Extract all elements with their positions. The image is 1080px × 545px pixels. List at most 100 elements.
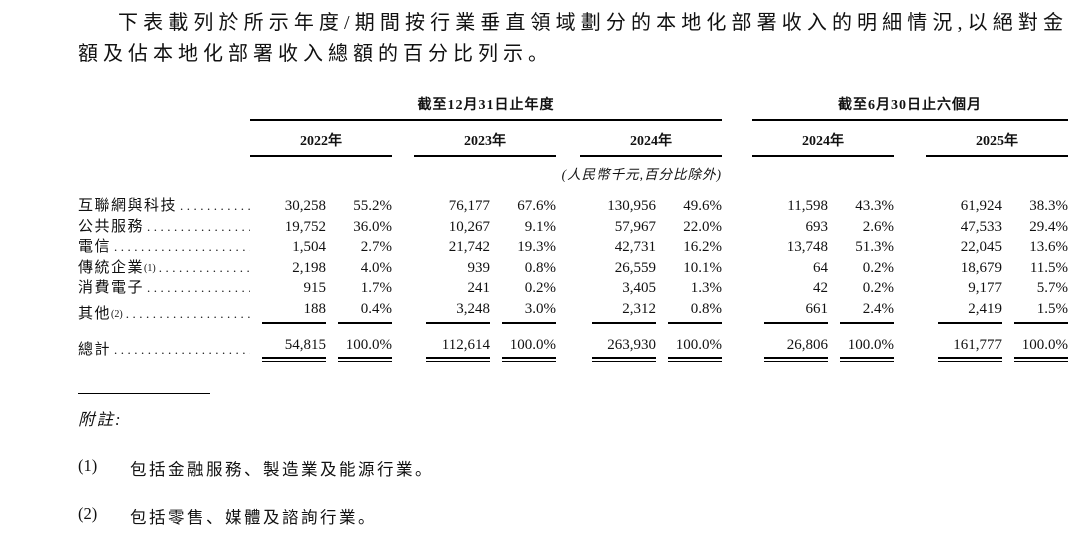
cell-amount: 13,748 [786,239,828,255]
note-ref-sup: (1) [144,262,156,274]
column-gap [894,237,926,258]
column-gap [556,299,580,325]
dot-leader [144,217,250,238]
dot-leader [111,237,250,258]
cell-percent: 51.3% [855,239,894,255]
table-row: 電信 1,504 2.7% 21,742 19.3% 42,731 16.2% … [78,237,1068,258]
table-row: 傳統企業(1) 2,198 4.0% 939 0.8% 26,559 10.1%… [78,258,1068,279]
column-gap [556,278,580,299]
year-gap [392,120,414,156]
cell-amount: 54,815 [250,324,326,362]
cell-percent: 0.4% [326,299,392,324]
cell-amount: 64 [813,259,828,276]
unit-note-row: (人民幣千元,百分比除外) [78,156,1068,196]
notes-title: 附註: [78,410,123,429]
table-row: 互聯網與科技 30,258 55.2% 76,177 67.6% 130,956… [78,196,1068,217]
year-gap [556,120,580,156]
cell-percent: 0.2% [862,259,894,276]
cell-amount: 3,248 [414,299,490,324]
row-label-cell: 其他 (2) [78,299,250,325]
row-label: 電信 [78,239,112,255]
intro-paragraph: 下表載列於所示年度/期間按行業垂直領域劃分的本地化部署收入的明細情況,以絕對金額… [78,12,1068,65]
year-header-2022: 2022年 [250,120,392,157]
cell-percent: 0.2% [862,280,894,296]
column-gap [556,237,580,258]
cell-amount: 241 [467,280,491,296]
column-gap [722,324,752,359]
document-page: 下表載列於所示年度/期間按行業垂直領域劃分的本地化部署收入的明細情況,以絕對金額… [0,0,1080,528]
cell-amount: 26,806 [752,324,828,362]
group-header-interim: 截至6月30日止六個月 [752,94,1069,121]
column-gap [722,299,752,325]
table-row: 公共服務 19,752 36.0% 10,267 9.1% 57,967 22.… [78,217,1068,238]
note-text: 包括零售、媒體及諮詢行業。 [130,508,377,527]
table-row: 其他(2) 188 0.4% 3,248 3.0% 2,312 0.8% 661… [78,299,1069,325]
column-gap [392,237,414,258]
cell-amount: 3,405 [622,280,656,296]
column-gap [894,217,926,238]
cell-amount: 2,198 [292,259,326,276]
row-label-cell: 電信 [78,237,250,258]
column-gap [556,258,580,279]
row-label-cell: 互聯網與科技 [78,196,250,217]
cell-percent: 13.6% [1029,239,1069,255]
year-gap [894,120,926,156]
notes-section: 附註: (1) 包括金融服務、製造業及能源行業。 (2) 包括零售、媒體及諮詢行… [78,393,1068,528]
cell-amount: 26,559 [614,259,656,276]
cell-amount: 11,598 [787,198,828,214]
row-label-cell: 傳統企業 (1) [78,258,250,279]
cell-amount: 693 [805,218,829,235]
cell-percent: 2.4% [828,299,894,324]
row-label: 傳統企業 [78,259,145,276]
note-number: (1) [78,456,98,475]
cell-amount: 188 [250,299,326,324]
cell-percent: 100.0% [656,324,722,362]
cell-amount: 42 [813,280,828,296]
column-gap [722,258,752,279]
dot-leader [177,196,250,217]
cell-percent: 22.0% [683,218,722,235]
note-item: (1) 包括金融服務、製造業及能源行業。 [78,456,1068,480]
column-gap [556,196,580,217]
note-item: (2) 包括零售、媒體及諮詢行業。 [78,504,1068,528]
column-gap [392,278,414,299]
column-gap [894,299,926,325]
cell-percent: 0.8% [656,299,722,324]
cell-percent: 2.7% [360,239,392,255]
note-text: 包括金融服務、製造業及能源行業。 [130,460,434,479]
cell-amount: 22,045 [960,239,1002,255]
column-gap [392,217,414,238]
cell-percent: 3.0% [490,299,556,324]
cell-percent: 55.2% [353,198,392,214]
column-gap [392,258,414,279]
cell-percent: 1.7% [360,280,392,296]
cell-amount: 915 [303,280,327,296]
empty-cell [752,156,1068,196]
row-label: 互聯網與科技 [78,198,178,214]
total-label: 總計 [78,342,112,358]
cell-percent: 38.3% [1029,198,1069,214]
cell-amount: 9,177 [968,280,1002,296]
total-row: 總計 54,815 100.0% 112,614 100.0% 263,930 … [78,324,1069,362]
cell-amount: 939 [467,259,491,276]
cell-percent: 100.0% [1002,324,1069,362]
year-header-2023: 2023年 [414,120,556,157]
cell-amount: 112,614 [414,324,490,362]
cell-amount: 130,956 [607,198,656,214]
revenue-table: 截至12月31日止年度 截至6月30日止六個月 2022年 2023年 2024… [78,94,1069,362]
empty-cell [78,120,250,156]
column-gap [894,196,926,217]
cell-percent: 49.6% [683,198,722,214]
note-ref-sup: (2) [111,308,123,320]
column-gap [894,324,926,359]
column-gap [392,196,414,217]
year-header-row: 2022年 2023年 2024年 2024年 2025年 [78,120,1069,157]
cell-amount: 19,752 [284,218,326,235]
cell-percent: 9.1% [524,218,556,235]
cell-amount: 161,777 [926,324,1002,362]
column-gap [894,258,926,279]
cell-amount: 47,533 [960,218,1002,235]
cell-amount: 263,930 [580,324,656,362]
table-row: 消費電子 915 1.7% 241 0.2% 3,405 1.3% 42 0.2… [78,278,1068,299]
row-label: 消費電子 [78,280,145,296]
